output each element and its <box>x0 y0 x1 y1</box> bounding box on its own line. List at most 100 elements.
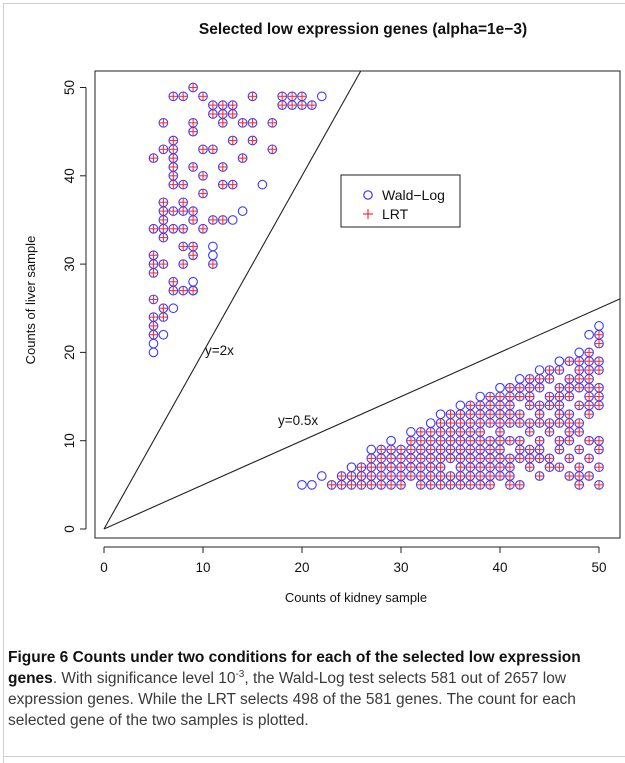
lrt-point <box>594 339 604 348</box>
lrt-point <box>495 401 505 410</box>
lrt-point <box>555 410 564 419</box>
lrt-point <box>169 136 178 145</box>
lrt-point <box>149 259 158 269</box>
wald-log-point <box>564 471 575 481</box>
lrt-point <box>268 118 277 128</box>
lrt-point <box>515 410 524 419</box>
lrt-point <box>584 383 594 392</box>
lrt-point <box>525 427 534 437</box>
lrt-point <box>416 436 425 445</box>
wald-log-point <box>514 374 525 384</box>
wald-log-point <box>594 435 604 446</box>
lrt-point <box>505 454 515 463</box>
wald-log-point <box>455 409 466 420</box>
lrt-point <box>446 427 455 437</box>
wald-log-point <box>198 91 208 102</box>
lrt-point <box>337 480 346 490</box>
lrt-point <box>228 136 237 145</box>
wald-log-point <box>594 480 604 490</box>
lrt-point <box>426 480 435 490</box>
lrt-point <box>575 418 584 428</box>
wald-log-point <box>198 223 208 234</box>
series-wald-log <box>148 82 604 490</box>
lrt-point <box>367 480 376 490</box>
wald-log-point <box>564 409 575 420</box>
lrt-point <box>426 471 435 481</box>
wald-log-point <box>406 427 416 437</box>
wald-log-point <box>178 91 189 102</box>
wald-log-point <box>594 329 604 340</box>
chart-title: Selected low expression genes (alpha=1e−… <box>199 21 527 38</box>
lrt-point <box>505 436 515 445</box>
lrt-point <box>228 109 237 119</box>
wald-log-point <box>554 462 565 473</box>
wald-log-point <box>168 135 179 146</box>
lrt-point <box>248 118 257 128</box>
lrt-point <box>575 480 584 490</box>
legend: Wald−Log LRT <box>340 174 461 228</box>
lrt-point <box>218 180 227 189</box>
wald-log-point <box>455 400 466 411</box>
y-tick-label: 30 <box>62 257 77 272</box>
lrt-point <box>515 383 524 392</box>
lrt-point <box>436 445 445 454</box>
wald-log-point <box>574 462 585 473</box>
lrt-point <box>436 462 445 472</box>
lrt-point <box>456 471 465 481</box>
lrt-point <box>426 462 435 472</box>
wald-log-point <box>158 144 169 155</box>
wald-log-point <box>307 480 317 490</box>
wald-log-point <box>386 435 396 446</box>
lrt-point <box>505 471 515 481</box>
x-tick-label: 40 <box>492 560 507 575</box>
lrt-point <box>584 471 594 481</box>
lrt-point <box>565 454 574 463</box>
wald-log-point <box>198 188 208 199</box>
caption-title: Counts under two conditions for each of … <box>8 649 581 687</box>
wald-log-point <box>208 241 218 252</box>
lrt-point <box>416 454 425 463</box>
lrt-point <box>149 295 158 304</box>
lrt-point <box>248 136 257 145</box>
lrt-point <box>188 127 198 136</box>
lrt-point <box>188 206 198 216</box>
lrt-point <box>525 383 534 392</box>
lrt-point <box>367 471 376 481</box>
lrt-point <box>485 454 495 463</box>
lrt-point <box>406 462 416 472</box>
wald-log-point <box>534 435 545 446</box>
lrt-point <box>377 445 386 454</box>
wald-log-point <box>514 409 525 420</box>
reference-lines <box>103 70 621 530</box>
lrt-point <box>565 471 574 481</box>
lrt-point <box>208 215 218 225</box>
lrt-point <box>594 445 604 454</box>
lrt-point <box>575 471 584 481</box>
wald-log-point <box>524 444 535 455</box>
wald-log-point <box>208 100 218 111</box>
wald-log-point <box>267 144 278 155</box>
lrt-point <box>476 436 485 445</box>
wald-log-point <box>336 471 347 481</box>
wald-log-point <box>574 356 585 367</box>
caption-text-end: , the Wald-Log test selects 581 out of 2… <box>8 670 576 729</box>
wald-log-point <box>564 453 575 464</box>
lrt-point <box>515 436 524 445</box>
wald-log-point <box>594 382 604 393</box>
line-label-y2x: y=2x <box>205 343 234 358</box>
lrt-point <box>347 480 356 490</box>
wald-log-point <box>544 365 555 375</box>
lrt-point <box>297 100 307 110</box>
lrt-point <box>594 392 604 401</box>
lrt-point <box>169 224 178 233</box>
lrt-point <box>565 357 574 366</box>
wald-log-point <box>574 400 585 411</box>
lrt-point <box>495 418 505 428</box>
lrt-point <box>594 330 604 339</box>
lrt-point <box>218 118 227 128</box>
wald-log-point <box>544 391 555 402</box>
wald-log-point <box>435 418 446 428</box>
lrt-point <box>406 454 416 463</box>
lrt-point <box>476 418 485 428</box>
lrt-point <box>287 92 297 101</box>
